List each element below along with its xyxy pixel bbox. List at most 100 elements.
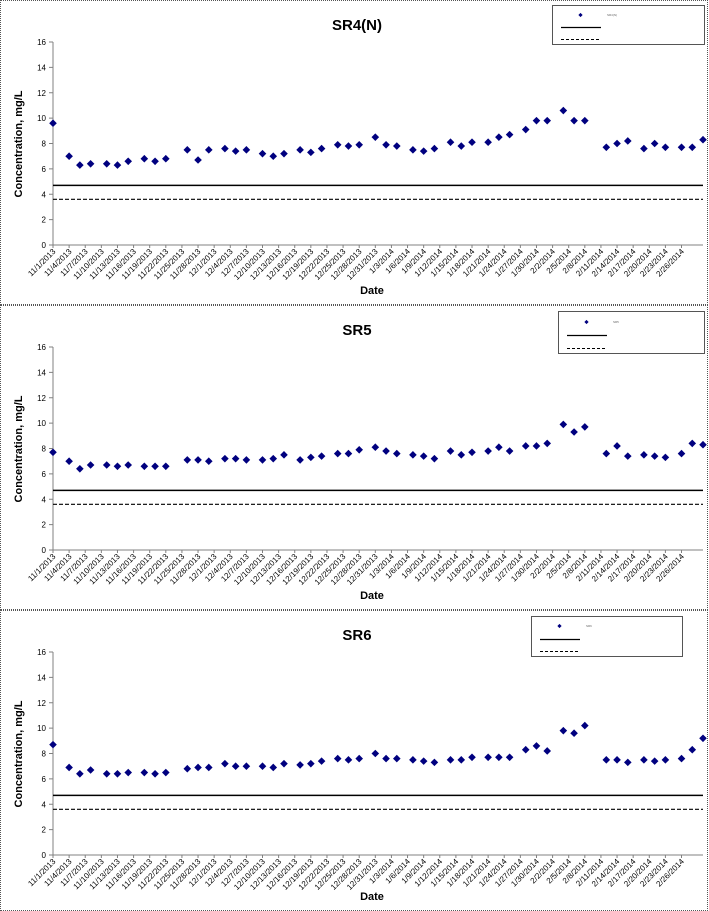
x-axis-label: Date (360, 891, 384, 903)
y-tick-label: 6 (42, 775, 47, 784)
data-point (231, 454, 240, 463)
data-point (49, 448, 57, 457)
data-point (113, 161, 122, 169)
legend-dashed-line-icon (561, 36, 601, 43)
data-point (661, 143, 670, 152)
data-point (140, 462, 149, 471)
data-point (484, 447, 492, 455)
data-point (333, 140, 342, 149)
chart-panel-sr6: SR6 Concentration, mg/L Date 0 2 4 6 8 10 12 14… (0, 610, 708, 911)
y-tick-label: 2 (42, 521, 47, 530)
data-point (231, 762, 240, 770)
data-point (183, 146, 192, 154)
chart-sr6-plot: SR6 Concentration, mg/L Date 0 2 4 6 8 10 12 14… (13, 627, 707, 903)
data-point (344, 142, 353, 150)
data-point (258, 149, 267, 158)
y-tick-label: 8 (42, 140, 47, 149)
y-tick-label: 2 (42, 216, 47, 225)
legend-label-series: SR4(N) (607, 13, 618, 17)
data-point (296, 456, 304, 464)
data-point (559, 726, 568, 735)
data-point (269, 152, 278, 160)
data-point (640, 144, 648, 153)
data-point (640, 756, 648, 764)
data-point (613, 756, 621, 764)
y-axis-label: Concentration, mg/L (13, 700, 25, 807)
data-point (49, 740, 57, 749)
data-point (333, 449, 342, 458)
chart-panel-sr5: SR5 Concentration, mg/L Date 0 2 4 6 8 10 12 14… (0, 305, 708, 610)
data-point (570, 116, 578, 125)
data-point (49, 119, 57, 127)
data-point (355, 754, 363, 763)
data-point (296, 146, 304, 154)
data-point (140, 154, 149, 163)
data-point (505, 753, 514, 762)
data-point (76, 465, 84, 473)
y-tick-label: 6 (42, 165, 47, 174)
y-tick-label: 14 (37, 673, 46, 682)
legend-label-series: SR6 (586, 624, 592, 628)
data-point (543, 116, 552, 125)
data-point (221, 759, 229, 768)
data-point (382, 447, 390, 455)
data-point (495, 443, 503, 452)
data-point (355, 445, 363, 454)
data-point (382, 754, 390, 763)
legend-marker-icon (540, 623, 580, 630)
data-point (86, 160, 95, 168)
data-point (409, 146, 417, 154)
data-point (457, 142, 466, 150)
data-point (102, 461, 111, 469)
data-point (430, 144, 439, 153)
data-point (194, 456, 202, 464)
data-point (371, 443, 380, 452)
data-point (280, 759, 288, 768)
data-point (623, 137, 632, 145)
y-tick-label: 0 (42, 851, 47, 860)
legend-solid-line-icon (567, 332, 607, 339)
data-point (468, 753, 476, 762)
data-point (521, 745, 530, 754)
chart-legend: SR6 (531, 616, 683, 657)
data-point (296, 761, 304, 769)
data-point (371, 133, 380, 141)
data-point (317, 757, 326, 765)
data-point (543, 439, 552, 448)
data-point (688, 143, 697, 152)
data-point (76, 161, 84, 169)
data-point (661, 453, 670, 462)
y-tick-label: 12 (37, 699, 46, 708)
data-point (344, 449, 353, 458)
data-point (409, 451, 417, 459)
data-point (280, 149, 288, 158)
data-point (581, 721, 589, 730)
data-point (446, 756, 455, 764)
data-point (371, 749, 380, 758)
data-point (102, 770, 111, 778)
data-point (581, 423, 589, 431)
data-point (86, 766, 95, 774)
y-tick-label: 4 (42, 495, 47, 504)
data-point (505, 447, 514, 455)
data-point (613, 442, 621, 450)
legend-marker-icon (567, 319, 607, 326)
data-point (699, 734, 707, 743)
data-point (355, 140, 363, 149)
data-point (269, 454, 278, 463)
y-tick-label: 16 (37, 648, 46, 657)
y-tick-label: 10 (37, 114, 46, 123)
chart-title: SR5 (342, 322, 371, 339)
y-tick-label: 16 (37, 343, 46, 352)
legend-row-series: SR6 (532, 623, 682, 630)
data-point (65, 763, 73, 772)
data-point (382, 140, 390, 149)
data-point (677, 449, 686, 458)
legend-row-solid (532, 636, 682, 643)
data-point (258, 762, 267, 770)
data-point (307, 453, 315, 462)
data-point (640, 451, 648, 459)
legend-solid-line-icon (540, 636, 580, 643)
data-point (688, 745, 697, 754)
legend-row-series: SR4(N) (553, 12, 704, 19)
